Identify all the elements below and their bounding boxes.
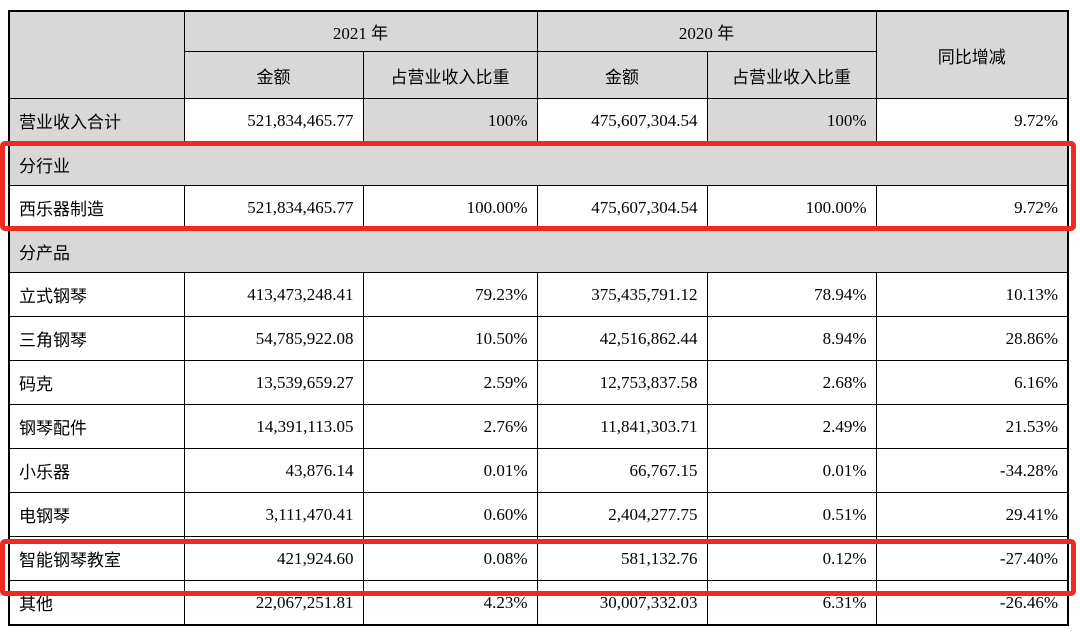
amount-2020-cell: 581,132.76 — [536, 536, 708, 581]
table-row-grand-piano: 三角钢琴 54,785,922.08 10.50% 42,516,862.44 … — [8, 316, 1069, 361]
row-label: 小乐器 — [8, 448, 185, 493]
ratio-2020-cell: 2.49% — [706, 404, 877, 449]
ratio-2021-cell: 100% — [362, 98, 538, 143]
ratio-2020-cell: 2.68% — [706, 360, 877, 405]
ratio-2021-header: 占营业收入比重 — [362, 51, 538, 99]
amount-2020-cell: 2,404,277.75 — [536, 492, 708, 537]
amount-2020-cell: 475,607,304.54 — [536, 98, 708, 143]
amount-2021-cell: 3,111,470.41 — [183, 492, 364, 537]
ratio-2020-cell: 0.12% — [706, 536, 877, 581]
ratio-2020-header: 占营业收入比重 — [706, 51, 877, 99]
amount-2021-cell: 521,834,465.77 — [183, 185, 364, 230]
section-label: 分行业 — [8, 142, 1069, 186]
amount-2020-header: 金额 — [536, 51, 708, 99]
amount-2021-cell: 22,067,251.81 — [183, 580, 364, 626]
table-row-western-instruments: 西乐器制造 521,834,465.77 100.00% 475,607,304… — [8, 185, 1069, 230]
amount-2020-cell: 12,753,837.58 — [536, 360, 708, 405]
yoy-header: 同比增减 — [875, 10, 1069, 99]
corner-header-cell — [8, 10, 185, 99]
yoy-cell: 9.72% — [875, 98, 1069, 143]
ratio-2020-cell: 78.94% — [706, 272, 877, 317]
ratio-2020-cell: 8.94% — [706, 316, 877, 361]
ratio-2020-cell: 0.01% — [706, 448, 877, 493]
ratio-2020-cell: 100.00% — [706, 185, 877, 230]
amount-2020-cell: 11,841,303.71 — [536, 404, 708, 449]
revenue-breakdown-table: 2021 年 2020 年 同比增减 金额 占营业收入比重 金额 占营业收入比重… — [8, 10, 1069, 626]
table-row-upright-piano: 立式钢琴 413,473,248.41 79.23% 375,435,791.1… — [8, 272, 1069, 317]
table-row-small-instruments: 小乐器 43,876.14 0.01% 66,767.15 0.01% -34.… — [8, 448, 1069, 493]
row-label: 码克 — [8, 360, 185, 405]
amount-2021-cell: 13,539,659.27 — [183, 360, 364, 405]
section-row-industry: 分行业 — [8, 142, 1069, 186]
amount-2020-cell: 30,007,332.03 — [536, 580, 708, 626]
yoy-cell: 29.41% — [875, 492, 1069, 537]
section-row-product: 分产品 — [8, 229, 1069, 273]
amount-2021-header: 金额 — [183, 51, 364, 99]
row-label: 三角钢琴 — [8, 316, 185, 361]
table-row-smart-piano-classroom: 智能钢琴教室 421,924.60 0.08% 581,132.76 0.12%… — [8, 536, 1069, 581]
amount-2020-cell: 42,516,862.44 — [536, 316, 708, 361]
yoy-cell: 28.86% — [875, 316, 1069, 361]
yoy-cell: -27.40% — [875, 536, 1069, 581]
year-2021-header: 2021 年 — [183, 10, 538, 52]
amount-2021-cell: 43,876.14 — [183, 448, 364, 493]
row-label: 营业收入合计 — [8, 98, 185, 143]
yoy-cell: 10.13% — [875, 272, 1069, 317]
row-label: 智能钢琴教室 — [8, 536, 185, 581]
year-2020-header: 2020 年 — [536, 10, 877, 52]
amount-2021-cell: 54,785,922.08 — [183, 316, 364, 361]
ratio-2021-cell: 100.00% — [362, 185, 538, 230]
ratio-2021-cell: 0.60% — [362, 492, 538, 537]
ratio-2021-cell: 2.59% — [362, 360, 538, 405]
yoy-cell: -34.28% — [875, 448, 1069, 493]
ratio-2020-cell: 0.51% — [706, 492, 877, 537]
table-row-mark: 码克 13,539,659.27 2.59% 12,753,837.58 2.6… — [8, 360, 1069, 405]
amount-2020-cell: 475,607,304.54 — [536, 185, 708, 230]
ratio-2021-cell: 79.23% — [362, 272, 538, 317]
row-label: 电钢琴 — [8, 492, 185, 537]
ratio-2021-cell: 2.76% — [362, 404, 538, 449]
section-label: 分产品 — [8, 229, 1069, 273]
table-row-piano-parts: 钢琴配件 14,391,113.05 2.76% 11,841,303.71 2… — [8, 404, 1069, 449]
row-label: 立式钢琴 — [8, 272, 185, 317]
ratio-2020-cell: 6.31% — [706, 580, 877, 626]
row-label: 其他 — [8, 580, 185, 626]
ratio-2021-cell: 0.08% — [362, 536, 538, 581]
table-row-digital-piano: 电钢琴 3,111,470.41 0.60% 2,404,277.75 0.51… — [8, 492, 1069, 537]
row-label: 西乐器制造 — [8, 185, 185, 230]
amount-2021-cell: 521,834,465.77 — [183, 98, 364, 143]
table-row-total: 营业收入合计 521,834,465.77 100% 475,607,304.5… — [8, 98, 1069, 143]
amount-2020-cell: 375,435,791.12 — [536, 272, 708, 317]
table-row-other: 其他 22,067,251.81 4.23% 30,007,332.03 6.3… — [8, 580, 1069, 626]
yoy-cell: 6.16% — [875, 360, 1069, 405]
ratio-2020-cell: 100% — [706, 98, 877, 143]
ratio-2021-cell: 0.01% — [362, 448, 538, 493]
yoy-cell: 9.72% — [875, 185, 1069, 230]
amount-2021-cell: 14,391,113.05 — [183, 404, 364, 449]
amount-2020-cell: 66,767.15 — [536, 448, 708, 493]
ratio-2021-cell: 10.50% — [362, 316, 538, 361]
yoy-cell: 21.53% — [875, 404, 1069, 449]
row-label: 钢琴配件 — [8, 404, 185, 449]
amount-2021-cell: 413,473,248.41 — [183, 272, 364, 317]
amount-2021-cell: 421,924.60 — [183, 536, 364, 581]
yoy-cell: -26.46% — [875, 580, 1069, 626]
ratio-2021-cell: 4.23% — [362, 580, 538, 626]
